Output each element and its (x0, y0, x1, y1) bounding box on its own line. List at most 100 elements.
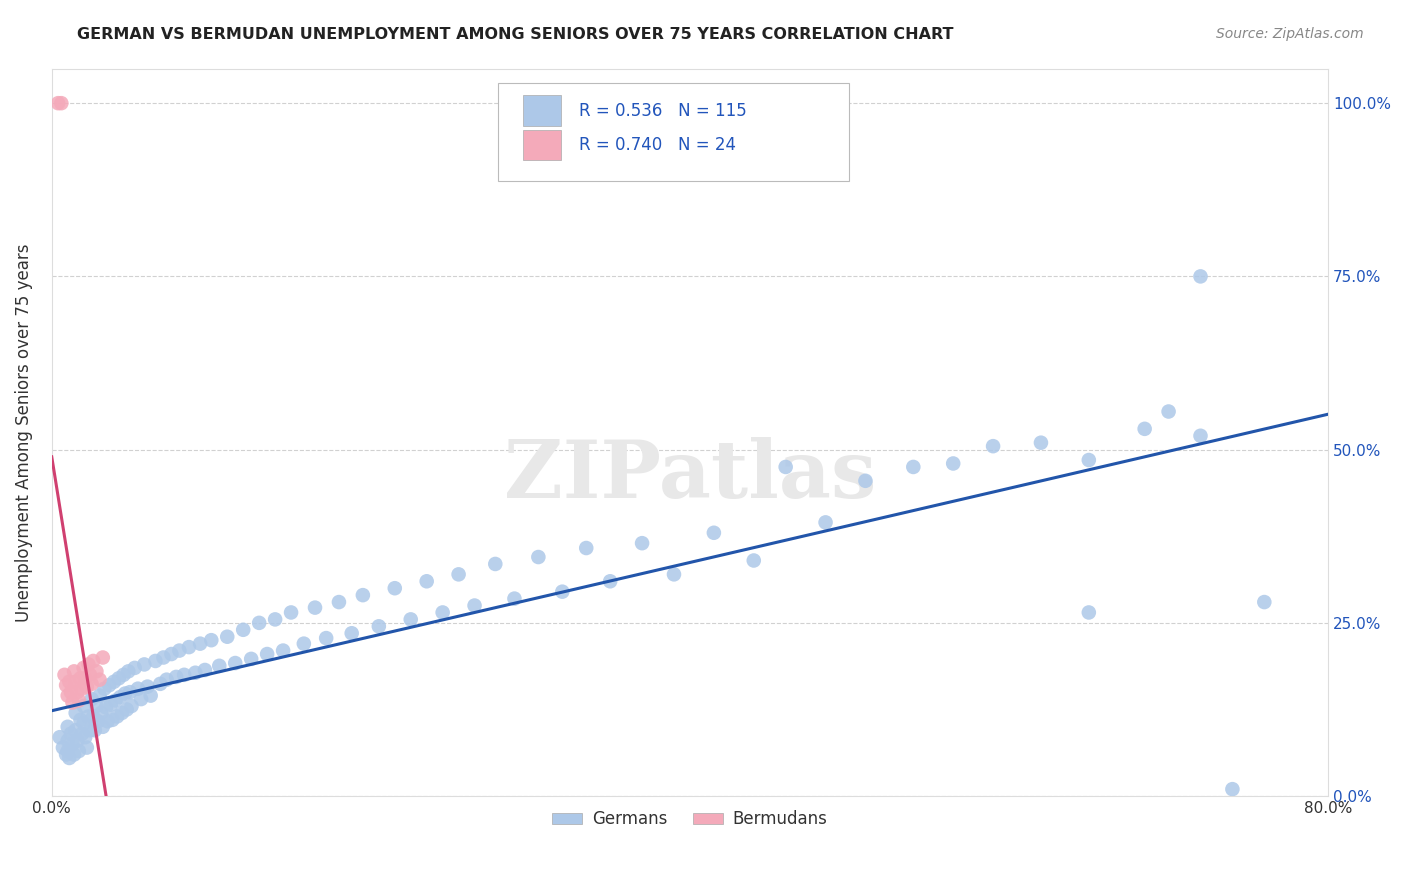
Point (1157, 404, 1180, 418)
Point (93, 681, 115, 696)
Point (79, 668, 101, 682)
Point (742, 553, 765, 567)
Point (62, 696, 84, 710)
Point (631, 536, 654, 550)
Point (55, 678, 77, 692)
Point (415, 574, 437, 589)
Point (56, 733, 79, 747)
Point (127, 681, 149, 696)
Point (256, 647, 278, 661)
FancyBboxPatch shape (499, 83, 849, 181)
Point (208, 658, 231, 673)
Point (188, 637, 211, 651)
Point (200, 633, 222, 648)
Point (117, 665, 139, 679)
Point (112, 668, 135, 682)
Point (79, 723, 101, 738)
Point (432, 606, 454, 620)
Point (110, 690, 132, 704)
Point (66, 733, 89, 747)
Y-axis label: Unemployment Among Seniors over 75 years: Unemployment Among Seniors over 75 years (15, 243, 32, 622)
Point (62, 737, 84, 751)
Point (65, 706, 87, 720)
Point (105, 709, 128, 723)
Point (484, 557, 506, 571)
Point (73, 698, 96, 713)
Point (1253, 595, 1275, 609)
Point (59, 685, 82, 699)
Point (77, 709, 100, 723)
Point (91, 720, 114, 734)
Point (97, 714, 120, 729)
Point (56, 744, 79, 758)
Point (83, 723, 105, 738)
Point (145, 654, 167, 668)
Point (90, 706, 112, 720)
Point (66, 685, 89, 699)
Point (76, 740, 98, 755)
Point (103, 674, 125, 689)
Point (942, 457, 965, 471)
Point (903, 459, 925, 474)
Point (464, 599, 486, 613)
Point (59, 727, 82, 741)
Point (82, 654, 104, 668)
Point (503, 591, 526, 606)
Point (177, 640, 200, 654)
Point (51, 96, 73, 111)
Point (91, 650, 114, 665)
Point (73, 661, 96, 675)
Point (124, 661, 146, 675)
Point (56, 720, 79, 734)
Point (114, 687, 136, 701)
Point (599, 574, 621, 589)
Point (156, 673, 179, 687)
Point (63, 747, 86, 762)
Point (65, 674, 87, 689)
Point (100, 698, 122, 712)
Point (52, 740, 75, 755)
Point (67, 693, 90, 707)
Point (73, 716, 96, 731)
Point (139, 689, 162, 703)
Point (367, 619, 389, 633)
Point (75, 730, 97, 744)
Point (76, 680, 98, 694)
Text: GERMAN VS BERMUDAN UNEMPLOYMENT AMONG SENIORS OVER 75 YEARS CORRELATION CHART: GERMAN VS BERMUDAN UNEMPLOYMENT AMONG SE… (77, 27, 953, 42)
Point (1077, 606, 1099, 620)
Point (1222, 782, 1244, 797)
Text: R = 0.740   N = 24: R = 0.740 N = 24 (579, 136, 735, 154)
Point (194, 663, 217, 677)
Point (328, 595, 350, 609)
Point (58, 751, 80, 765)
Point (184, 665, 207, 680)
Point (86, 698, 108, 713)
Point (89, 673, 111, 687)
Text: R = 0.536   N = 115: R = 0.536 N = 115 (579, 102, 747, 120)
Point (104, 693, 127, 707)
Point (247, 615, 270, 630)
Point (101, 713, 124, 727)
Point (63, 665, 86, 679)
Point (1133, 422, 1156, 436)
Point (75, 671, 97, 685)
Point (53, 668, 76, 682)
Point (217, 630, 239, 644)
Point (48, 730, 70, 744)
Point (662, 567, 685, 582)
Point (292, 637, 315, 651)
Point (55, 747, 77, 762)
Point (87, 714, 110, 729)
Point (280, 606, 302, 620)
Point (69, 713, 91, 727)
Point (271, 643, 294, 657)
Point (82, 709, 104, 723)
Point (527, 549, 550, 564)
Point (86, 665, 108, 679)
Point (56, 689, 79, 703)
Point (224, 656, 246, 670)
Text: ZIPatlas: ZIPatlas (503, 437, 876, 515)
Point (981, 439, 1004, 453)
Point (814, 516, 837, 530)
Bar (523, 129, 561, 161)
